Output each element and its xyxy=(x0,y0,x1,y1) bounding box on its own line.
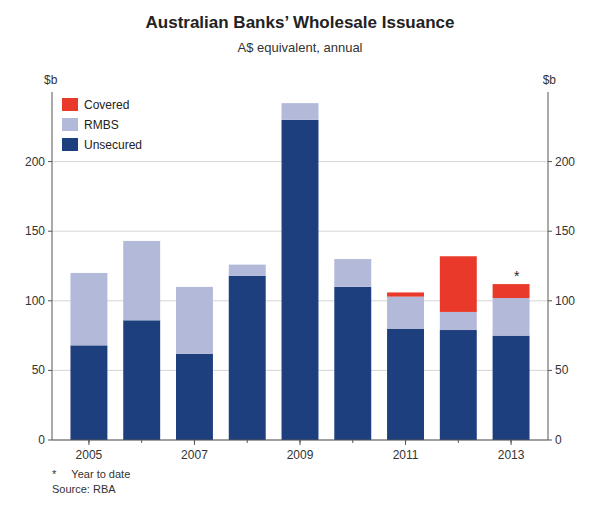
x-tick xyxy=(405,440,406,445)
y2-tick xyxy=(548,300,552,301)
bar xyxy=(70,272,107,273)
y2-tick-label: 50 xyxy=(555,363,569,377)
y2-tick-label: 100 xyxy=(555,294,575,308)
bar xyxy=(387,297,424,329)
bar xyxy=(229,264,266,265)
x-tick-label: 2013 xyxy=(498,448,525,462)
x-tick xyxy=(194,440,195,445)
y2-tick xyxy=(548,231,552,232)
y-axis-line xyxy=(52,92,53,440)
x-tick xyxy=(88,440,89,445)
x-tick-label: 2005 xyxy=(76,448,103,462)
y-tick-label: 100 xyxy=(25,294,45,308)
x-tick-label: 2009 xyxy=(287,448,314,462)
chart: Australian Banks’ Wholesale Issuance A$ e… xyxy=(0,0,600,507)
y2-tick xyxy=(548,440,552,441)
bar xyxy=(176,287,213,354)
bar xyxy=(70,345,107,440)
bar xyxy=(282,120,319,440)
bar xyxy=(493,336,530,440)
bar xyxy=(229,276,266,440)
bar xyxy=(282,103,319,120)
legend-swatch xyxy=(62,138,78,151)
legend-swatch xyxy=(62,118,78,131)
y-tick-label: 200 xyxy=(25,155,45,169)
bar xyxy=(123,320,160,440)
x-tick-label: 2007 xyxy=(181,448,208,462)
x-tick xyxy=(511,440,512,445)
bar xyxy=(440,312,477,330)
y2-tick-label: 0 xyxy=(555,433,562,447)
legend-label: RMBS xyxy=(84,118,119,132)
y2-tick-label: 200 xyxy=(555,155,575,169)
bar xyxy=(493,284,530,298)
y-tick xyxy=(48,300,52,301)
y-axis-label: $b xyxy=(44,73,58,87)
bars xyxy=(70,103,529,440)
y-tick xyxy=(48,231,52,232)
bar xyxy=(387,292,424,296)
x-minor-tick xyxy=(458,440,459,443)
title: Australian Banks’ Wholesale Issuance xyxy=(146,13,455,32)
subtitle: A$ equivalent, annual xyxy=(237,40,362,55)
bar xyxy=(176,286,213,287)
legend-label: Unsecured xyxy=(84,138,142,152)
y2-tick xyxy=(548,161,552,162)
x-minor-tick xyxy=(247,440,248,443)
y2-axis-line xyxy=(548,92,549,440)
y-tick-label: 150 xyxy=(25,224,45,238)
y2-tick-label: 150 xyxy=(555,224,575,238)
bar xyxy=(334,259,371,287)
y-tick-label: 50 xyxy=(32,363,46,377)
bar xyxy=(493,298,530,336)
bar xyxy=(440,256,477,312)
footnote: * Year to dateSource: RBA xyxy=(52,468,130,495)
y-tick xyxy=(48,440,52,441)
annotation: * xyxy=(514,268,520,284)
x-minor-tick xyxy=(141,440,142,443)
bar xyxy=(440,330,477,440)
bar xyxy=(123,241,160,320)
x-tick-label: 2011 xyxy=(393,448,419,462)
bar xyxy=(123,240,160,241)
y-tick-label: 0 xyxy=(38,433,45,447)
legend: Covered RMBS Unsecured xyxy=(62,98,142,152)
x-tick xyxy=(300,440,301,445)
bar xyxy=(229,265,266,276)
bar xyxy=(387,329,424,440)
bar xyxy=(176,354,213,440)
y2-tick xyxy=(548,370,552,371)
legend-swatch xyxy=(62,98,78,111)
bar xyxy=(282,103,319,104)
background xyxy=(0,0,600,507)
y-tick xyxy=(48,161,52,162)
bar xyxy=(334,259,371,260)
x-minor-tick xyxy=(352,440,353,443)
legend-label: Covered xyxy=(84,98,129,112)
y2-axis-label: $b xyxy=(543,73,557,87)
bar xyxy=(334,287,371,440)
y-tick xyxy=(48,370,52,371)
bar xyxy=(70,273,107,345)
